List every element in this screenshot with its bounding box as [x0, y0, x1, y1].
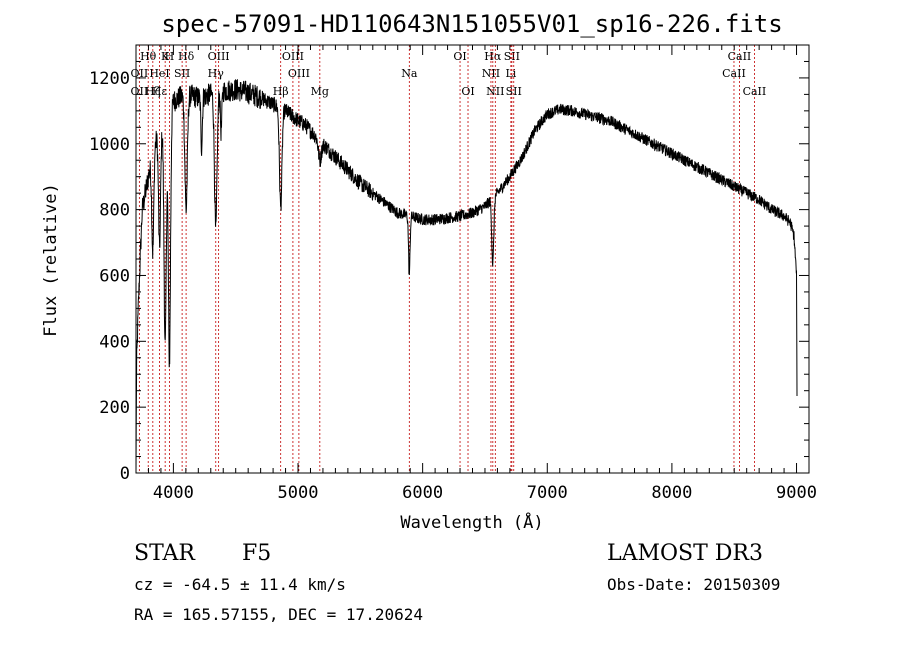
line-marker-label: Mg	[311, 85, 329, 98]
line-marker-label: K	[161, 50, 170, 63]
x-axis-label: Wavelength (Å)	[400, 511, 543, 533]
redshift-cz: cz = -64.5 ± 11.4 km/s	[134, 575, 346, 594]
spectrum-series-group	[135, 79, 798, 474]
x-axis-ticks: 4000 5000 6000 7000 8000 9000	[135, 45, 817, 503]
y-axis-label: Flux (relative)	[41, 183, 61, 337]
line-marker-label: Hθ	[140, 50, 157, 63]
line-marker-label: CaII	[743, 85, 767, 98]
line-marker-label: Hβ	[273, 85, 289, 98]
line-marker-label: OI	[461, 85, 474, 98]
line-marker-label: HeI	[149, 67, 169, 80]
x-tick-label: 9000	[776, 483, 817, 503]
line-markers-group: HθOIIOIIKHHεHeIHδSIIHζOIIIHγHβOIIIOIIIMg…	[131, 45, 767, 473]
line-marker-label: Na	[401, 67, 418, 80]
line-marker-label: Hα	[484, 50, 502, 63]
y-tick-label: 800	[99, 201, 130, 221]
y-tick-label: 200	[99, 398, 130, 418]
line-marker-label: H	[165, 50, 175, 63]
line-marker-label: CaII	[728, 50, 752, 63]
spectral-subclass: F5	[242, 541, 271, 566]
line-marker-label: OII	[131, 67, 149, 80]
line-marker-label: SII	[504, 50, 520, 63]
line-marker-label: OIII	[288, 67, 310, 80]
line-marker-label: Hζ	[145, 85, 161, 98]
line-marker-label: OIII	[282, 50, 304, 63]
x-tick-label: 4000	[153, 483, 194, 503]
y-axis-ticks: 0 200 400 600 800 1000 1200	[89, 44, 809, 484]
object-type: STAR	[134, 541, 196, 566]
chart-title: spec-57091-HD110643N151055V01_sp16-226.f…	[161, 10, 782, 38]
x-tick-label: 6000	[402, 483, 443, 503]
line-marker-label: SII	[174, 67, 190, 80]
line-marker-label: CaII	[722, 67, 746, 80]
y-tick-label: 600	[99, 266, 130, 286]
line-marker-label: Hδ	[178, 50, 195, 63]
line-marker-label: NII	[482, 67, 500, 80]
plot-frame	[135, 44, 810, 474]
coordinates: RA = 165.57155, DEC = 17.20624	[134, 605, 423, 624]
line-marker-label: NII	[486, 85, 504, 98]
line-marker-label: OII	[131, 85, 149, 98]
line-marker-label: OI	[453, 50, 466, 63]
line-marker-label: OIII	[208, 50, 230, 63]
y-tick-label: 1000	[89, 135, 130, 155]
spectrum-line	[135, 79, 798, 474]
line-marker-label: Hγ	[208, 67, 225, 80]
survey-name: LAMOST DR3	[607, 541, 763, 566]
line-marker-label: SII	[506, 85, 522, 98]
y-tick-label: 0	[120, 464, 130, 484]
y-tick-label: 1200	[89, 69, 130, 89]
y-tick-label: 400	[99, 332, 130, 352]
x-tick-label: 8000	[651, 483, 692, 503]
x-tick-label: 7000	[527, 483, 568, 503]
observation-date: Obs-Date: 20150309	[607, 575, 780, 594]
x-tick-label: 5000	[278, 483, 319, 503]
line-marker-label: Li	[505, 67, 516, 80]
line-marker-label: Hε	[152, 85, 168, 98]
